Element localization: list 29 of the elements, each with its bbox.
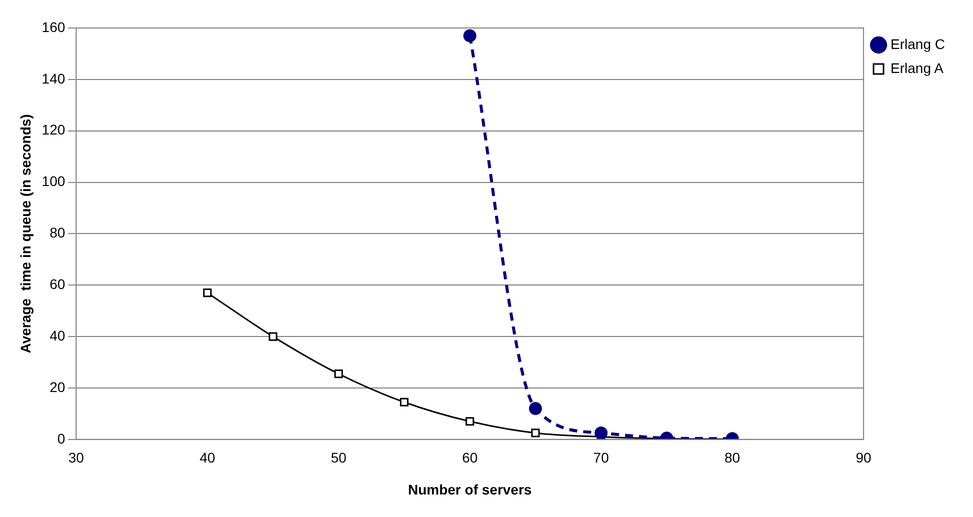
y-tick-label: 0 [57,430,66,446]
legend-label: Erlang C [890,36,945,52]
x-tick-label: 30 [68,450,84,466]
y-tick-label: 120 [42,122,66,138]
point [463,29,476,42]
y-tick-label: 20 [50,378,66,395]
y-tick-label: 60 [50,276,66,292]
y-tick-label: 80 [50,224,66,241]
point [400,398,409,406]
x-tick-label: 40 [200,450,216,466]
x-tick-label: 50 [330,450,347,466]
point [531,428,540,438]
y-tick-label: 160 [42,18,66,35]
x-tick-label: 80 [724,450,740,466]
point [466,417,474,426]
y-tick-label: 140 [42,70,66,86]
x-axis-title: Number of servers [408,481,532,498]
y-axis-title: Average time in queue (in seconds) [17,114,34,354]
x-tick-label: 70 [593,450,610,466]
y-tick-label: 100 [42,173,66,190]
legend-label: Erlang A [890,60,944,76]
point [268,332,278,341]
point [594,426,608,440]
point [203,288,212,298]
point [528,402,542,416]
y-tick-label: 40 [50,327,66,344]
x-tick-label: 90 [856,450,872,466]
x-tick-label: 60 [462,450,478,466]
point [334,370,343,378]
